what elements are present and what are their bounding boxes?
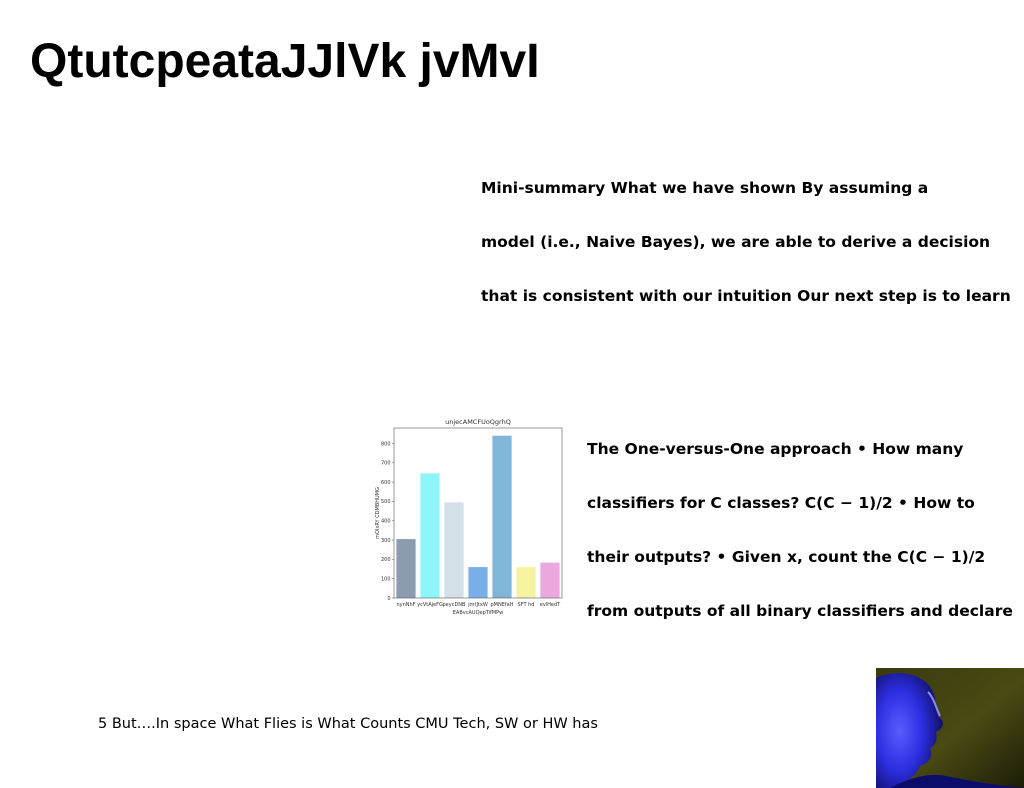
x-tick-label: jmtJtxW <box>467 602 488 608</box>
chart-bar <box>396 539 416 598</box>
ovo-line: from outputs of all binary classifiers a… <box>587 602 1013 620</box>
ovo-line: The One-versus-One approach • How many <box>587 440 964 458</box>
x-tick-label: pMNEfaH <box>491 602 514 608</box>
chart-title: unjecAMCFUoQgrhQ <box>445 418 511 426</box>
x-tick-label: peycDNB <box>443 602 467 608</box>
slide-title: QtutcpeataJJlVk jvMvI <box>30 35 540 88</box>
summary-line: model (i.e., Naive Bayes), we are able t… <box>481 233 991 251</box>
y-tick-label: 300 <box>381 538 391 544</box>
y-tick-label: 800 <box>381 441 391 447</box>
x-tick-label: nynNhF <box>396 602 415 608</box>
chart-bar <box>540 562 560 598</box>
x-tick-label: SFT hd <box>518 602 535 608</box>
y-tick-label: 400 <box>381 519 391 525</box>
chart-bar <box>420 473 440 598</box>
chart-bar <box>516 567 536 598</box>
y-tick-label: 200 <box>381 557 391 563</box>
bar-chart: unjecAMCFUoQgrhQ nynNhF ycVtAjeFG peycDNB jm… <box>375 418 563 616</box>
y-tick-label: 700 <box>381 461 391 467</box>
summary-line: that is consistent with our intuition Ou… <box>481 287 1011 305</box>
y-tick-label: 600 <box>381 480 391 486</box>
chart-bar <box>468 567 488 598</box>
y-tick-label: 500 <box>381 499 391 505</box>
chart-bar <box>444 502 464 598</box>
one-versus-one-text: The One-versus-One approach • How many c… <box>587 404 1013 638</box>
plot-frame <box>393 427 563 599</box>
y-tick-label: 100 <box>381 576 391 582</box>
x-axis-label: EABvcAUQepTifMPw <box>453 610 503 616</box>
x-tick-label: evlHedT <box>540 602 561 608</box>
x-tick-label: ycVtAjeFG <box>417 602 443 608</box>
profile-photo <box>876 668 1024 788</box>
ovo-line: classifiers for C classes? C(C − 1)/2 • … <box>587 494 975 512</box>
ovo-line: their outputs? • Given x, count the C(C … <box>587 548 986 566</box>
y-axis-label: mOIxRY CDMBHUMG <box>375 487 381 539</box>
y-tick-label: 0 <box>387 596 390 602</box>
footer-text: 5 But….In space What Flies is What Count… <box>98 716 598 732</box>
mini-summary-text: Mini-summary What we have shown By assum… <box>481 143 1011 323</box>
chart-bar <box>492 435 512 598</box>
summary-line: Mini-summary What we have shown By assum… <box>481 179 929 197</box>
